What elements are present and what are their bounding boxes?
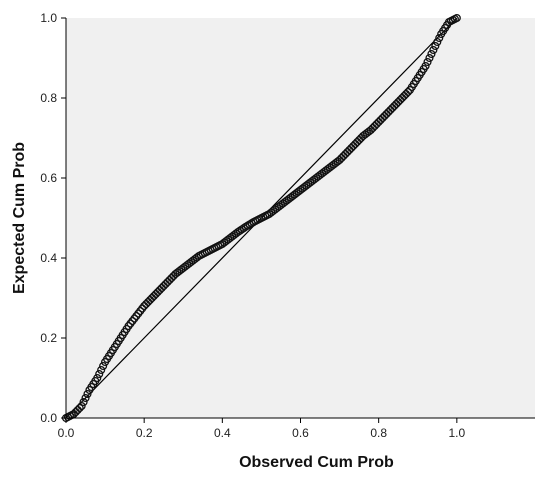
y-tick-label: 0.0	[40, 411, 57, 425]
y-tick-label: 0.2	[40, 331, 57, 345]
data-point	[433, 37, 442, 47]
data-point	[429, 45, 438, 55]
data-point	[81, 393, 90, 403]
x-tick-label: 1.0	[448, 426, 465, 440]
x-tick-label: 0.2	[136, 426, 153, 440]
data-point	[97, 365, 106, 375]
data-point	[423, 57, 432, 67]
x-tick-label: 0.0	[58, 426, 75, 440]
data-point	[421, 61, 430, 71]
plot-area	[66, 18, 535, 418]
reference-line-layer	[65, 17, 458, 419]
reference-line	[65, 17, 458, 419]
axes: 0.0 0.2 0.4 0.6 0.8 1.0 0.0 0.2 0.4 0.6 0.8 1.0	[40, 11, 535, 440]
data-points	[61, 13, 461, 423]
data-point	[452, 13, 461, 23]
data-point	[95, 369, 104, 379]
y-tick-label: 1.0	[40, 11, 57, 25]
data-point	[425, 53, 434, 63]
data-point	[403, 87, 413, 97]
data-point	[77, 401, 86, 411]
data-point	[83, 389, 92, 399]
x-tick-label: 0.4	[214, 426, 231, 440]
x-tick-label: 0.6	[292, 426, 309, 440]
y-tick-label: 0.4	[40, 251, 57, 265]
y-axis-title: Expected Cum Prob	[11, 142, 28, 294]
x-axis-title: Observed Cum Prob	[239, 454, 394, 471]
data-point	[427, 49, 436, 59]
y-tick-label: 0.6	[40, 171, 57, 185]
x-tick-label: 0.8	[370, 426, 387, 440]
data-point	[75, 403, 84, 413]
data-point	[79, 397, 88, 407]
data-point	[99, 361, 108, 371]
data-point	[431, 41, 440, 51]
data-point	[435, 33, 444, 43]
y-tick-label: 0.8	[40, 91, 57, 105]
data-point	[93, 373, 102, 383]
